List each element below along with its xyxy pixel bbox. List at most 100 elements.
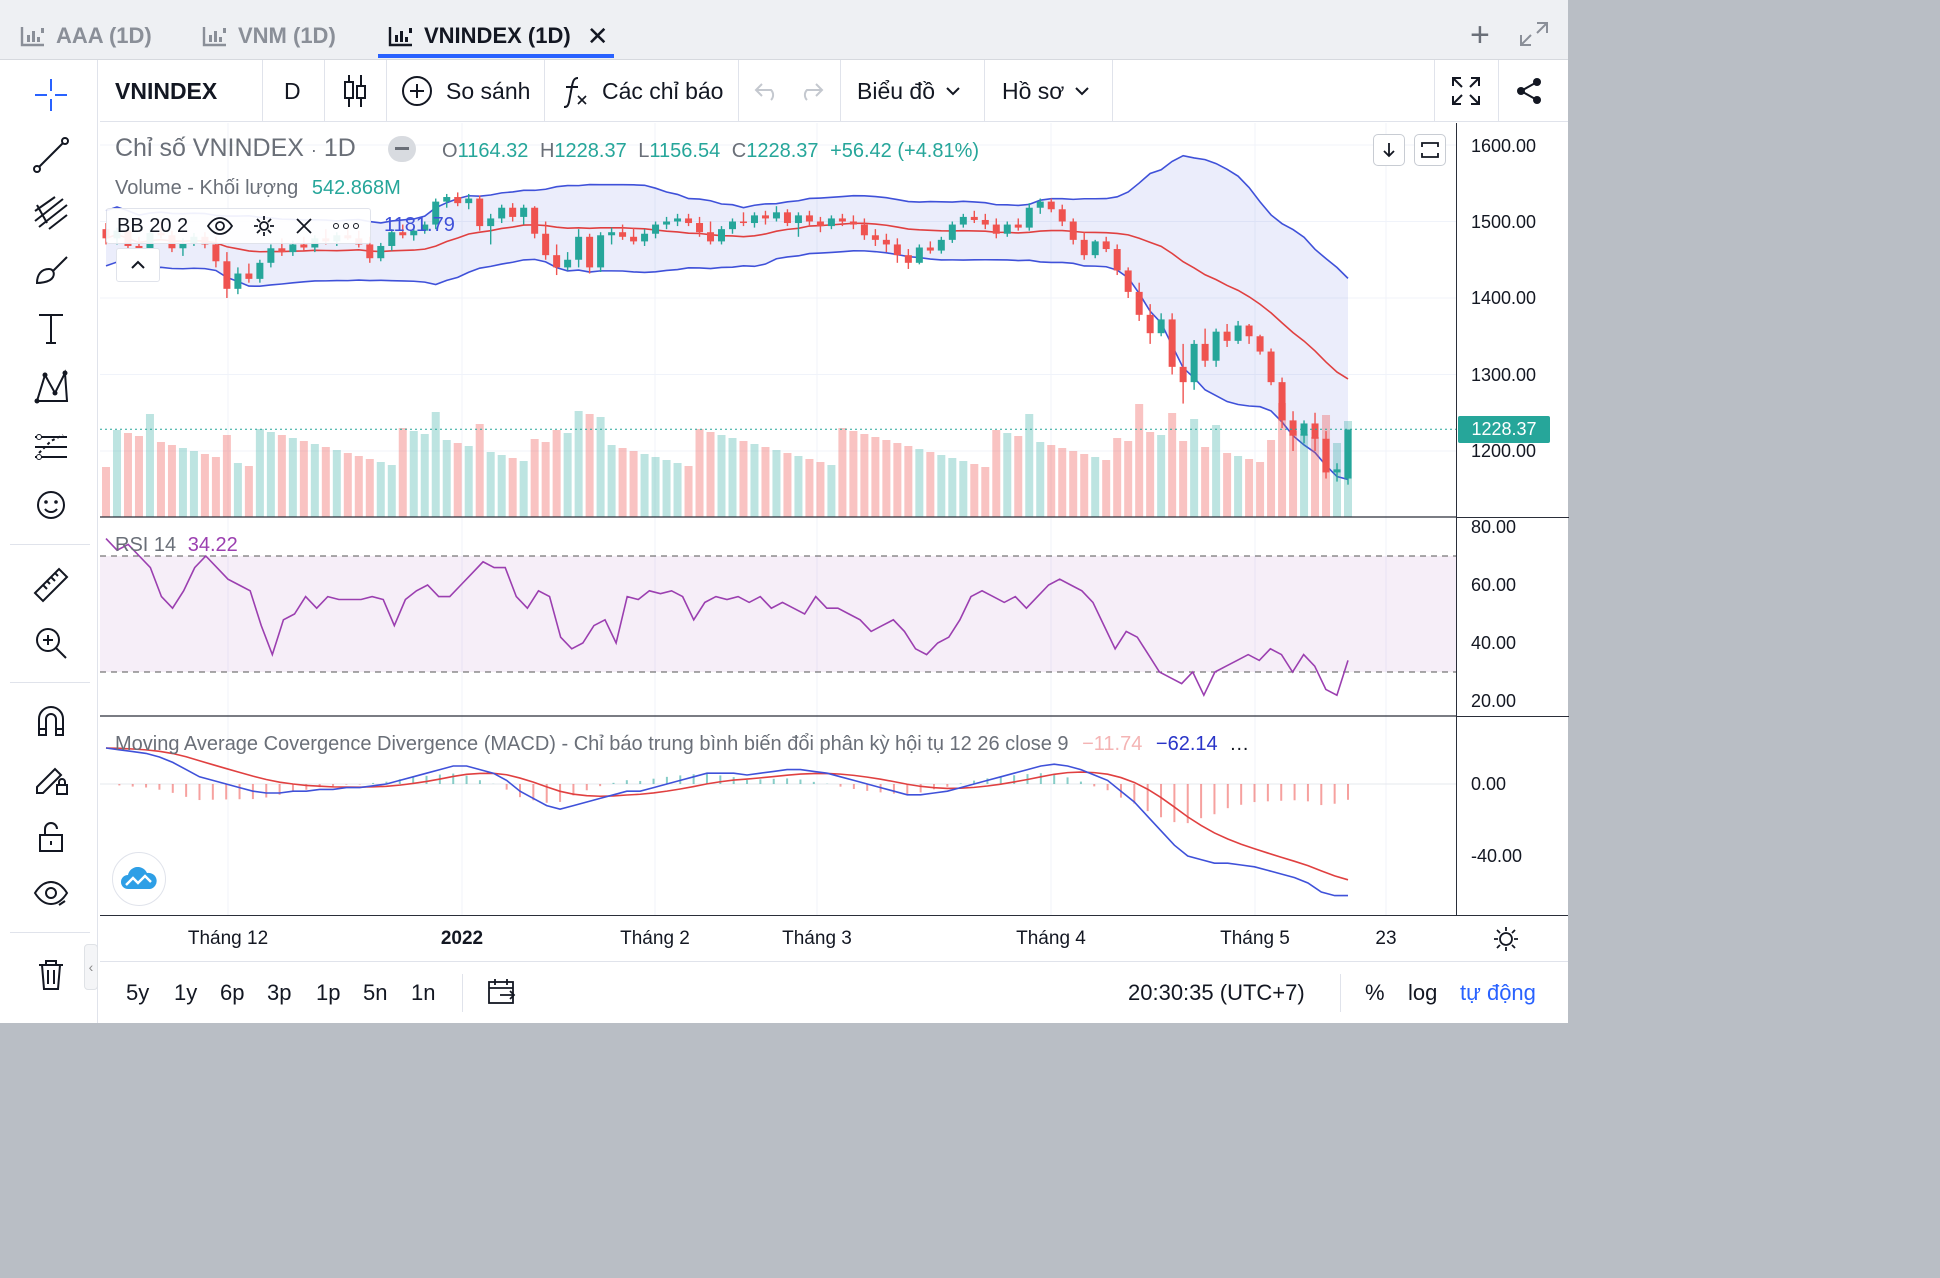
toolbar-divider	[1112, 60, 1113, 122]
interval-button[interactable]: D	[284, 60, 301, 122]
toolbar-divider	[386, 60, 387, 122]
add-tab-icon[interactable]: +	[1470, 16, 1490, 55]
candle-body	[938, 240, 945, 251]
indicators-button[interactable]: Các chỉ báo	[562, 60, 723, 122]
hide-drawings-tool[interactable]	[26, 868, 76, 918]
unlock-tool[interactable]	[26, 812, 76, 862]
crosshair-tool[interactable]	[26, 70, 76, 120]
clock-timezone[interactable]: 20:30:35 (UTC+7)	[1128, 980, 1305, 1006]
minus-icon	[395, 147, 409, 151]
range-5d[interactable]: 5n	[363, 980, 387, 1006]
zoom-tool[interactable]	[26, 618, 76, 668]
volume-bar	[124, 433, 132, 517]
expand-icon[interactable]	[1518, 20, 1550, 48]
scroll-to-latest-button[interactable]	[1373, 134, 1405, 166]
fullscreen-button[interactable]	[1450, 60, 1482, 122]
pencil-lock-icon	[29, 757, 73, 801]
volume-bar	[1135, 404, 1143, 517]
undo-button[interactable]	[754, 60, 780, 122]
tab-aaa[interactable]: AAA (1D)	[20, 18, 152, 54]
magnet-tool[interactable]	[26, 696, 76, 746]
time-label: 23	[1375, 928, 1396, 950]
chart-type-button[interactable]	[342, 60, 368, 122]
candle-body	[718, 229, 725, 241]
bb-legend[interactable]: BB 20 2	[106, 208, 371, 244]
macd-value: −62.14	[1156, 733, 1218, 755]
trend-line-tool[interactable]	[26, 130, 76, 180]
candle-body	[289, 244, 296, 252]
candle-body	[707, 232, 714, 241]
volume-bar	[311, 444, 319, 517]
share-icon	[1514, 76, 1544, 106]
collapse-toolbar-handle[interactable]: ‹	[84, 944, 98, 990]
collapse-legend-button[interactable]	[388, 136, 416, 162]
rsi-tick: 80.00	[1471, 517, 1516, 538]
redo-button[interactable]	[798, 60, 824, 122]
chart-menu[interactable]: Biểu đồ	[857, 60, 961, 122]
lock-drawings-tool[interactable]	[26, 754, 76, 804]
time-label: 2022	[441, 928, 483, 950]
candle-body	[597, 235, 604, 267]
log-toggle[interactable]: log	[1408, 980, 1437, 1006]
profile-menu[interactable]: Hồ sơ	[1002, 60, 1090, 122]
rsi-legend: RSI 14 34.22	[115, 534, 238, 557]
volume-bar	[432, 412, 440, 517]
symbol-search[interactable]: VNINDEX	[115, 60, 217, 122]
candle-body	[1125, 270, 1132, 291]
volume-bar	[685, 466, 693, 517]
sun-settings-icon	[1492, 925, 1520, 953]
candle-body	[828, 218, 835, 226]
range-1m[interactable]: 1p	[316, 980, 340, 1006]
ruler-tool[interactable]	[26, 560, 76, 610]
chart-bars-icon	[20, 25, 46, 47]
volume-bar	[739, 441, 747, 517]
series-interval: 1D	[324, 134, 356, 162]
emoji-tool[interactable]	[26, 480, 76, 530]
open-label: O	[442, 140, 458, 162]
eye-icon[interactable]	[206, 216, 234, 236]
compare-button[interactable]: So sánh	[400, 60, 530, 122]
fib-tool[interactable]	[26, 188, 76, 238]
tab-vnindex[interactable]: VNINDEX (1D) ✕	[388, 18, 608, 54]
range-3m[interactable]: 3p	[267, 980, 291, 1006]
share-button[interactable]	[1514, 60, 1544, 122]
range-5y[interactable]: 5y	[126, 980, 149, 1006]
volume-bar	[608, 445, 616, 517]
delete-tool[interactable]	[26, 950, 76, 1000]
candle-body	[1158, 319, 1165, 333]
tradingview-logo[interactable]	[112, 852, 166, 906]
bb-label: BB 20 2	[117, 215, 188, 238]
candle-body	[245, 274, 252, 279]
pattern-tool[interactable]	[26, 362, 76, 412]
time-label: Tháng 12	[188, 928, 268, 950]
close-icon[interactable]	[294, 216, 314, 236]
candle-body	[696, 223, 703, 232]
top-toolbar: VNINDEX D So sánh Các chỉ báo Biểu đồ	[100, 60, 1568, 122]
prediction-tool[interactable]	[26, 422, 76, 472]
candle-body	[960, 217, 967, 225]
range-6m[interactable]: 6p	[220, 980, 244, 1006]
maximize-pane-button[interactable]	[1414, 134, 1446, 166]
volume-bar	[1036, 442, 1044, 517]
range-1d[interactable]: 1n	[411, 980, 435, 1006]
candle-body	[1224, 332, 1231, 341]
candles-icon	[342, 73, 368, 109]
price-scale[interactable]: 1600.00 1500.00 1400.00 1300.00 1200.00 …	[1456, 123, 1568, 915]
auto-scale-toggle[interactable]: tự động	[1460, 980, 1536, 1006]
volume-bar	[157, 442, 165, 517]
time-axis[interactable]: Tháng 12 2022 Tháng 2 Tháng 3 Tháng 4 Th…	[100, 915, 1456, 961]
more-icon[interactable]	[332, 222, 360, 230]
close-icon[interactable]: ✕	[587, 21, 609, 52]
tab-vnm[interactable]: VNM (1D)	[202, 18, 336, 54]
text-tool[interactable]	[26, 304, 76, 354]
range-1y[interactable]: 1y	[174, 980, 197, 1006]
chart-settings[interactable]	[1456, 915, 1568, 961]
collapse-indicators-button[interactable]	[116, 248, 160, 282]
volume-bar	[674, 463, 682, 517]
gear-icon[interactable]	[252, 214, 276, 238]
volume-bar	[322, 447, 330, 517]
goto-date-button[interactable]	[486, 977, 518, 1013]
brush-tool[interactable]	[26, 246, 76, 296]
toolbar-divider	[840, 60, 841, 122]
percent-toggle[interactable]: %	[1365, 980, 1385, 1006]
